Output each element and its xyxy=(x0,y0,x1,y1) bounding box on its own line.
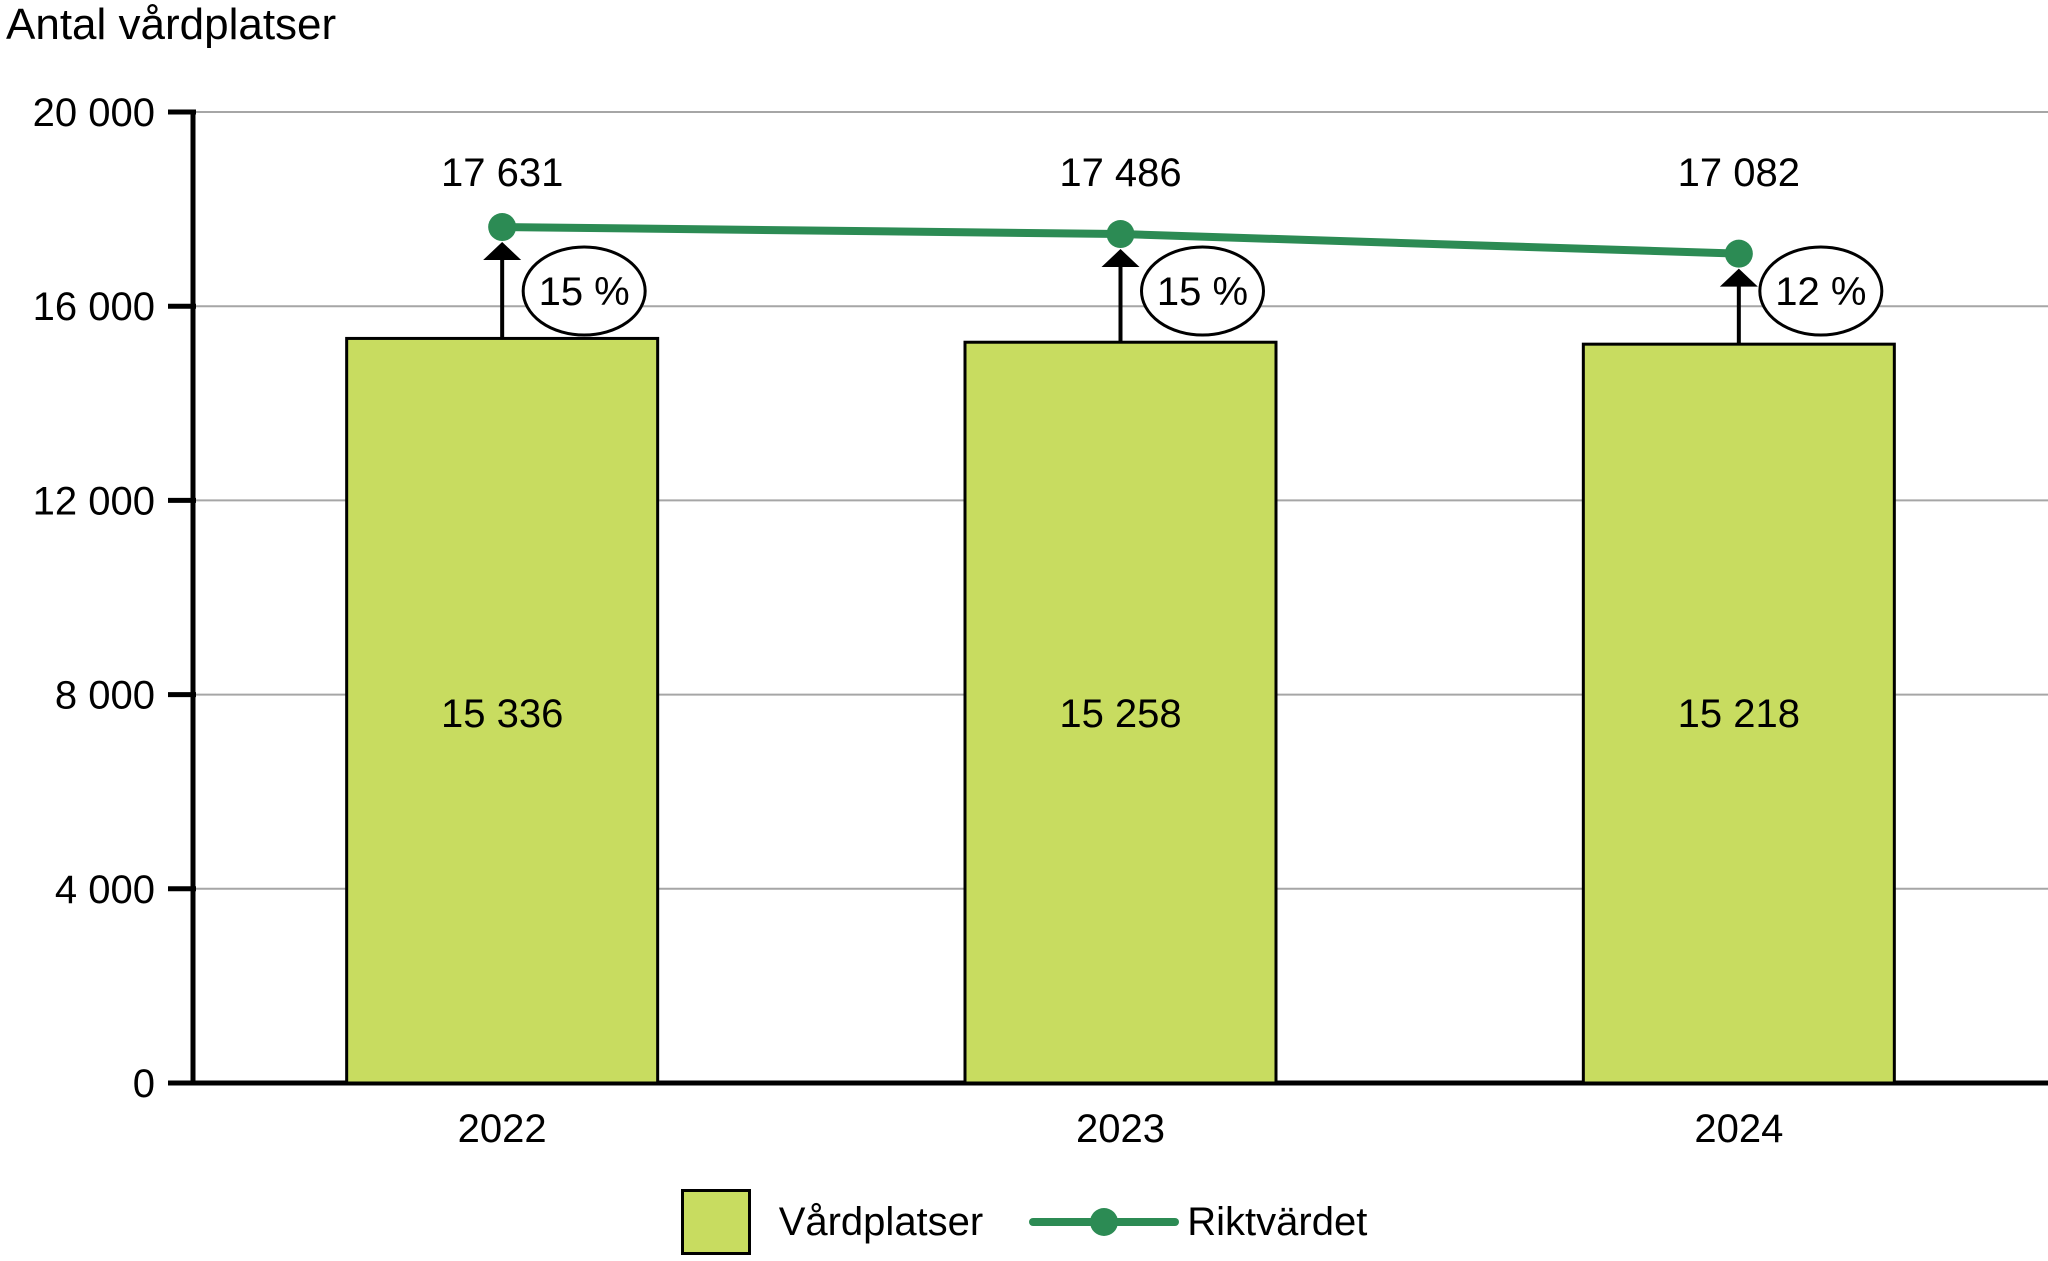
percent-badge xyxy=(521,245,647,337)
riktvardet-point xyxy=(488,213,517,242)
bar-value-label: 15 218 xyxy=(1678,692,1800,736)
percent-badge-label: 15 % xyxy=(539,270,630,314)
y-tick-label: 16 000 xyxy=(33,285,155,329)
y-tick-label: 12 000 xyxy=(33,479,155,523)
y-tick-label: 0 xyxy=(133,1062,155,1106)
chart-title: Antal vårdplatser xyxy=(6,0,337,49)
riktvardet-point xyxy=(1106,220,1135,249)
y-tick-label: 4 000 xyxy=(55,868,155,912)
percent-badge-label: 15 % xyxy=(1157,270,1248,314)
legend-label-riktvardet: Riktvärdet xyxy=(1187,1199,1368,1244)
bar-2022 xyxy=(345,336,660,1085)
line-value-label: 17 486 xyxy=(1059,151,1181,195)
percent-badge-label: 12 % xyxy=(1775,270,1866,314)
chart-legend: Vårdplatser Riktvärdet xyxy=(0,1183,2048,1261)
x-tick-label: 2024 xyxy=(1694,1107,1783,1151)
gap-arrow-head xyxy=(483,242,522,261)
y-tick-label: 20 000 xyxy=(33,91,155,135)
x-tick-label: 2023 xyxy=(1076,1107,1165,1151)
x-tick-label: 2022 xyxy=(458,1107,547,1151)
percent-badge xyxy=(1758,245,1884,337)
line-value-label: 17 082 xyxy=(1678,151,1800,195)
line-value-label: 17 631 xyxy=(441,151,563,195)
bar-2023 xyxy=(963,340,1278,1085)
bar-2024 xyxy=(1581,342,1896,1085)
gap-arrow-head xyxy=(1719,268,1758,287)
riktvardet-point xyxy=(1724,239,1753,268)
legend-line-dot xyxy=(1090,1208,1119,1236)
legend-label-vardplatser: Vårdplatser xyxy=(778,1199,984,1244)
bar-value-label: 15 258 xyxy=(1059,692,1181,736)
bar-value-label: 15 336 xyxy=(441,692,563,736)
legend-swatch-vardplatser xyxy=(680,1189,751,1255)
y-tick-label: 8 000 xyxy=(55,674,155,718)
percent-badge xyxy=(1140,245,1265,337)
gap-arrow-head xyxy=(1101,249,1140,268)
legend-line-sample xyxy=(1029,1208,1180,1236)
